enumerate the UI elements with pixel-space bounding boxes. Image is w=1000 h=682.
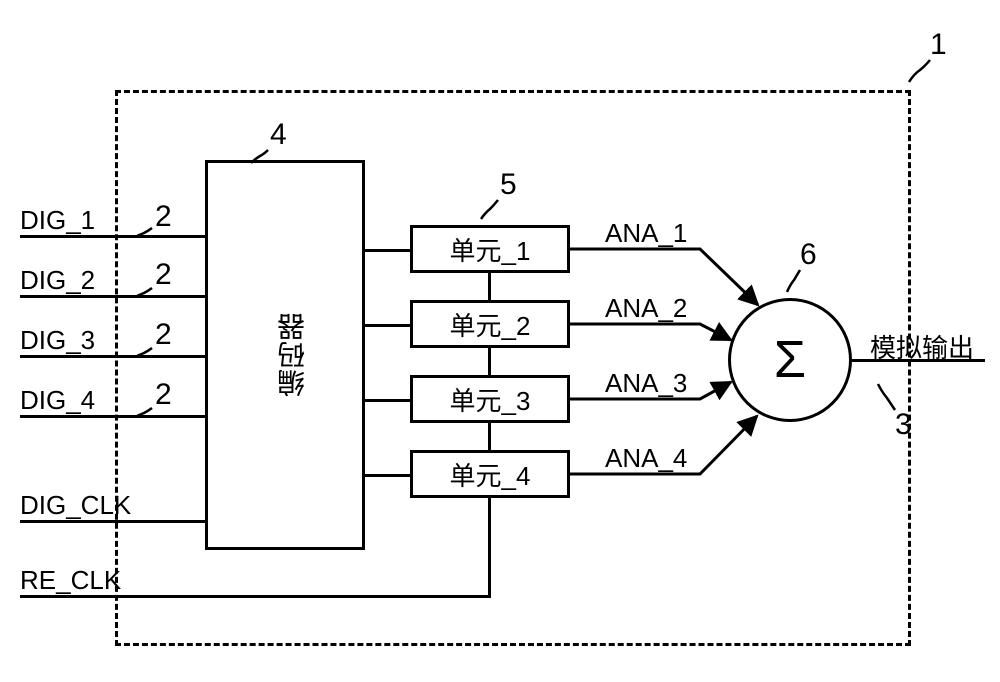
unit-4-label: 单元_4 (450, 456, 531, 493)
enc-to-unit-1 (365, 249, 410, 252)
ana-4-label: ANA_4 (605, 443, 687, 474)
enc-to-unit-4 (365, 474, 410, 477)
re-clk-label: RE_CLK (20, 565, 121, 596)
unit-1-2-connector (488, 273, 491, 300)
ana-1-label: ANA_1 (605, 218, 687, 249)
unit-3-block: 单元_3 (410, 375, 570, 423)
analog-out-line (852, 359, 985, 362)
ref-2-c: 2 (155, 318, 172, 352)
ref-4: 4 (270, 118, 287, 152)
dig-2-line (20, 295, 205, 298)
ref-1: 1 (930, 28, 947, 62)
dig-clk-label: DIG_CLK (20, 490, 131, 521)
dig-1-line (20, 235, 205, 238)
ana-3-label: ANA_3 (605, 368, 687, 399)
ref-2-d: 2 (155, 378, 172, 412)
unit-2-block: 单元_2 (410, 300, 570, 348)
encoder-label: 编码器 (273, 313, 313, 397)
unit-2-label: 单元_2 (450, 306, 531, 343)
enc-to-unit-3 (365, 399, 410, 402)
unit-3-4-connector (488, 423, 491, 450)
ref-1-leader (909, 60, 930, 82)
ref-2-b: 2 (155, 258, 172, 292)
re-clk-line (20, 595, 490, 598)
unit-1-block: 单元_1 (410, 225, 570, 273)
dig-clk-line (20, 520, 205, 523)
summer-node: Σ (728, 298, 852, 422)
ref-6: 6 (800, 238, 817, 272)
unit-4-block: 单元_4 (410, 450, 570, 498)
dig-4-line (20, 415, 205, 418)
sigma-symbol: Σ (774, 330, 806, 390)
dig-2-label: DIG_2 (20, 265, 95, 296)
unit-1-label: 单元_1 (450, 231, 531, 268)
re-clk-riser (488, 498, 491, 598)
ref-5: 5 (500, 168, 517, 202)
ana-2-label: ANA_2 (605, 293, 687, 324)
dig-4-label: DIG_4 (20, 385, 95, 416)
enc-to-unit-2 (365, 324, 410, 327)
ref-3: 3 (895, 408, 912, 442)
dig-1-label: DIG_1 (20, 205, 95, 236)
dig-3-line (20, 355, 205, 358)
unit-2-3-connector (488, 348, 491, 375)
diagram-stage: 编码器 单元_1 单元_2 单元_3 单元_4 Σ DIG_1 DIG_2 DI… (0, 0, 1000, 682)
encoder-block: 编码器 (205, 160, 365, 550)
ref-2-a: 2 (155, 200, 172, 234)
dig-3-label: DIG_3 (20, 325, 95, 356)
unit-3-label: 单元_3 (450, 381, 531, 418)
